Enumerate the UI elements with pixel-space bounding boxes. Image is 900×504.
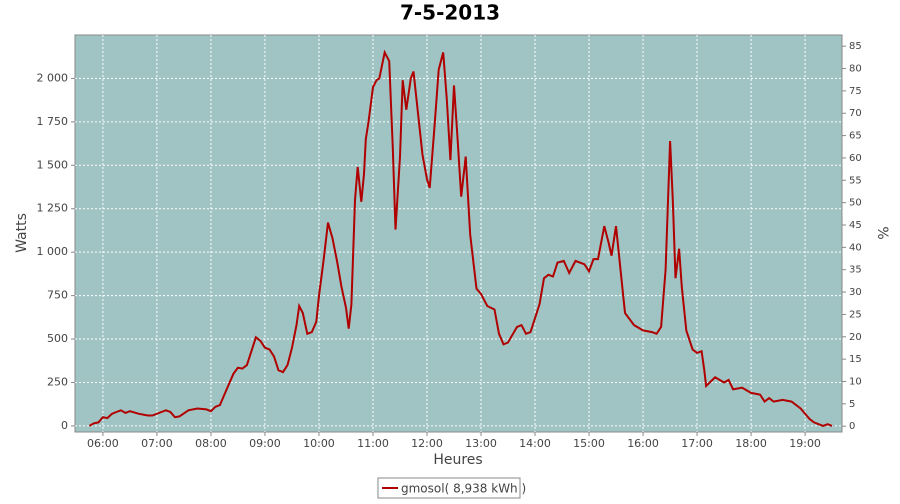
y-tick-label: 2 000 bbox=[37, 71, 69, 84]
y-tick-label: 0 bbox=[61, 419, 68, 432]
y2-tick-label: 0 bbox=[849, 421, 855, 432]
chart-title: 7-5-2013 bbox=[400, 1, 500, 25]
plot-area bbox=[74, 34, 843, 433]
y2-tick-label: 85 bbox=[849, 41, 862, 52]
x-tick-label: 09:00 bbox=[249, 437, 281, 450]
y2-tick-label: 70 bbox=[849, 108, 862, 119]
x-tick-label: 14:00 bbox=[519, 437, 551, 450]
x-tick-label: 12:00 bbox=[411, 437, 443, 450]
x-axis-label: Heures bbox=[433, 452, 482, 468]
y2-tick-label: 30 bbox=[849, 287, 862, 298]
x-tick-label: 16:00 bbox=[627, 437, 659, 450]
y-tick-label: 500 bbox=[47, 332, 68, 345]
legend-label: gmosol( 8,938 kWh ) bbox=[401, 482, 526, 496]
x-tick-label: 11:00 bbox=[357, 437, 389, 450]
data-line bbox=[88, 49, 833, 427]
x-tick-label: 08:00 bbox=[195, 437, 227, 450]
x-tick-label: 18:00 bbox=[735, 437, 767, 450]
y-axis-label: Watts bbox=[14, 213, 30, 253]
x-tick-label: 19:00 bbox=[789, 437, 821, 450]
y2-axis-label: % bbox=[874, 226, 890, 239]
y2-tick-label: 25 bbox=[849, 309, 862, 320]
x-tick-label: 07:00 bbox=[141, 437, 173, 450]
y2-tick-label: 75 bbox=[849, 86, 862, 97]
legend-box bbox=[377, 477, 521, 499]
y-tick-label: 250 bbox=[47, 375, 68, 388]
y-tick-label: 750 bbox=[47, 289, 68, 302]
x-tick-label: 13:00 bbox=[465, 437, 497, 450]
x-tick-label: 10:00 bbox=[303, 437, 335, 450]
y2-tick-label: 35 bbox=[849, 265, 862, 276]
y-tick-label: 1 750 bbox=[37, 115, 69, 128]
x-tick-label: 06:00 bbox=[87, 437, 119, 450]
y2-tick-label: 20 bbox=[849, 332, 862, 343]
y2-tick-label: 55 bbox=[849, 175, 862, 186]
x-tick-label: 15:00 bbox=[573, 437, 605, 450]
y2-tick-label: 45 bbox=[849, 220, 862, 231]
y-tick-label: 1 500 bbox=[37, 158, 69, 171]
y2-tick-label: 40 bbox=[849, 242, 862, 253]
x-tick-label: 17:00 bbox=[681, 437, 713, 450]
y2-tick-label: 5 bbox=[849, 399, 855, 410]
y2-tick-label: 50 bbox=[849, 198, 862, 209]
y-tick-label: 1 000 bbox=[37, 245, 69, 258]
y2-tick-label: 60 bbox=[849, 153, 862, 164]
y-tick-label: 1 250 bbox=[37, 202, 69, 215]
y2-tick-label: 15 bbox=[849, 354, 862, 365]
y2-tick-label: 65 bbox=[849, 131, 862, 142]
y2-tick-label: 10 bbox=[849, 376, 862, 387]
y2-tick-label: 80 bbox=[849, 64, 862, 75]
